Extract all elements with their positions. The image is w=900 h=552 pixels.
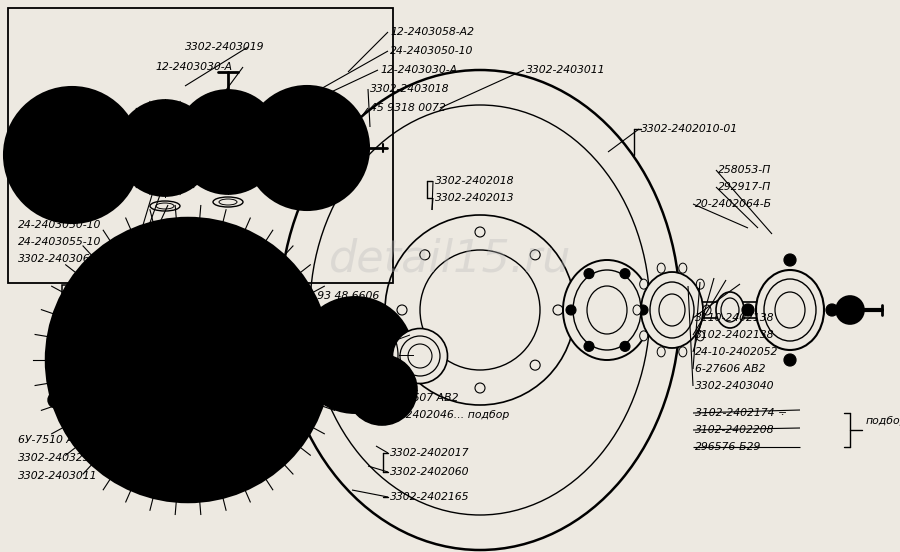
Text: 45 93 48 6606: 45 93 48 6606 xyxy=(300,291,379,301)
Ellipse shape xyxy=(563,260,651,360)
Ellipse shape xyxy=(657,263,665,273)
Text: 3102-2402138: 3102-2402138 xyxy=(695,330,775,340)
Text: 24-2403050-10: 24-2403050-10 xyxy=(18,220,102,230)
Bar xyxy=(8,8,393,283)
Text: 24-2403055-10: 24-2403055-10 xyxy=(18,237,102,247)
Circle shape xyxy=(620,341,630,352)
Circle shape xyxy=(566,305,576,315)
Ellipse shape xyxy=(633,305,641,315)
Text: 258053-П: 258053-П xyxy=(718,165,771,175)
Circle shape xyxy=(245,86,369,210)
Circle shape xyxy=(171,333,185,347)
Circle shape xyxy=(38,100,51,114)
Circle shape xyxy=(191,333,205,347)
Ellipse shape xyxy=(697,279,705,289)
Circle shape xyxy=(48,392,64,408)
Bar xyxy=(595,302,765,318)
Circle shape xyxy=(297,297,413,413)
Ellipse shape xyxy=(640,279,648,289)
Text: 24-2403050-10: 24-2403050-10 xyxy=(390,46,473,56)
Ellipse shape xyxy=(657,347,665,357)
Text: 3302-2403018: 3302-2403018 xyxy=(370,84,449,94)
Circle shape xyxy=(347,355,417,425)
Ellipse shape xyxy=(641,272,703,348)
Text: 6-27606 АВ2: 6-27606 АВ2 xyxy=(695,364,766,374)
Ellipse shape xyxy=(703,305,711,315)
Circle shape xyxy=(784,254,796,266)
Ellipse shape xyxy=(697,331,705,341)
Circle shape xyxy=(826,304,838,316)
Text: 6У-7510 АШ: 6У-7510 АШ xyxy=(18,435,86,445)
Circle shape xyxy=(584,341,594,352)
Text: 3102-2403044: 3102-2403044 xyxy=(100,291,179,301)
Text: 20-2402064-Б: 20-2402064-Б xyxy=(695,199,772,209)
Circle shape xyxy=(584,269,594,279)
Circle shape xyxy=(249,142,261,154)
Text: 6-27607 АВ2: 6-27607 АВ2 xyxy=(388,393,458,403)
Ellipse shape xyxy=(640,331,648,341)
Text: 296576-Б29: 296576-Б29 xyxy=(695,442,761,452)
Circle shape xyxy=(836,296,864,324)
Text: 12-2403030-А: 12-2403030-А xyxy=(380,65,457,75)
Text: 3302-2402010-01: 3302-2402010-01 xyxy=(641,124,738,134)
Circle shape xyxy=(93,195,106,210)
Ellipse shape xyxy=(280,70,680,550)
Text: 12-2403030-А: 12-2403030-А xyxy=(155,62,232,72)
Circle shape xyxy=(275,187,287,199)
Circle shape xyxy=(742,304,754,316)
Text: 3302-2403011: 3302-2403011 xyxy=(18,471,97,481)
Text: 24-10-2402052: 24-10-2402052 xyxy=(695,347,778,357)
Circle shape xyxy=(120,148,134,162)
Circle shape xyxy=(38,195,51,210)
Text: 3302-2403040: 3302-2403040 xyxy=(695,381,775,391)
Circle shape xyxy=(117,100,213,196)
Text: 3102-2402174 ÷: 3102-2402174 ÷ xyxy=(695,408,788,418)
Text: 3302-2403232: 3302-2403232 xyxy=(18,453,97,463)
Text: 3302-2403019: 3302-2403019 xyxy=(185,42,265,52)
Text: 201454-Б29: 201454-Б29 xyxy=(82,342,148,352)
Text: 3302-2403060: 3302-2403060 xyxy=(18,254,97,264)
Text: 3302-2402060: 3302-2402060 xyxy=(390,467,470,477)
Circle shape xyxy=(176,90,280,194)
Text: 45 9318 0072: 45 9318 0072 xyxy=(370,103,446,113)
Circle shape xyxy=(275,97,287,109)
Ellipse shape xyxy=(716,292,744,328)
Ellipse shape xyxy=(679,347,687,357)
Text: 3302-2402165: 3302-2402165 xyxy=(390,492,470,502)
Text: detail15.ru: detail15.ru xyxy=(328,238,572,281)
Circle shape xyxy=(638,305,648,315)
Circle shape xyxy=(784,354,796,366)
Text: 3302-2402018: 3302-2402018 xyxy=(435,176,515,186)
Circle shape xyxy=(46,218,330,502)
Ellipse shape xyxy=(756,270,824,350)
Text: 3302-2402017: 3302-2402017 xyxy=(390,448,470,458)
Text: 12-2403058-А2: 12-2403058-А2 xyxy=(390,27,474,37)
Circle shape xyxy=(327,97,339,109)
Text: 3302-2403011: 3302-2403011 xyxy=(526,65,606,75)
Circle shape xyxy=(93,100,106,114)
Ellipse shape xyxy=(679,263,687,273)
Circle shape xyxy=(4,87,140,223)
Text: 3302-2402013: 3302-2402013 xyxy=(435,193,515,203)
Ellipse shape xyxy=(392,328,447,384)
Text: 252135-В2: 252135-В2 xyxy=(72,359,131,369)
Text: 292917-П: 292917-П xyxy=(718,182,771,192)
Circle shape xyxy=(327,187,339,199)
Text: 24-2402046... подбор: 24-2402046... подбор xyxy=(388,410,509,420)
Text: 3102-2403045: 3102-2403045 xyxy=(100,325,179,335)
Text: 3110-2402138: 3110-2402138 xyxy=(695,313,775,323)
Text: 3102-2402208: 3102-2402208 xyxy=(695,425,775,435)
Text: подбор: подбор xyxy=(866,416,900,426)
Circle shape xyxy=(620,269,630,279)
Text: или: или xyxy=(75,308,96,318)
Bar xyxy=(62,285,280,390)
Circle shape xyxy=(353,142,365,154)
Circle shape xyxy=(10,148,24,162)
